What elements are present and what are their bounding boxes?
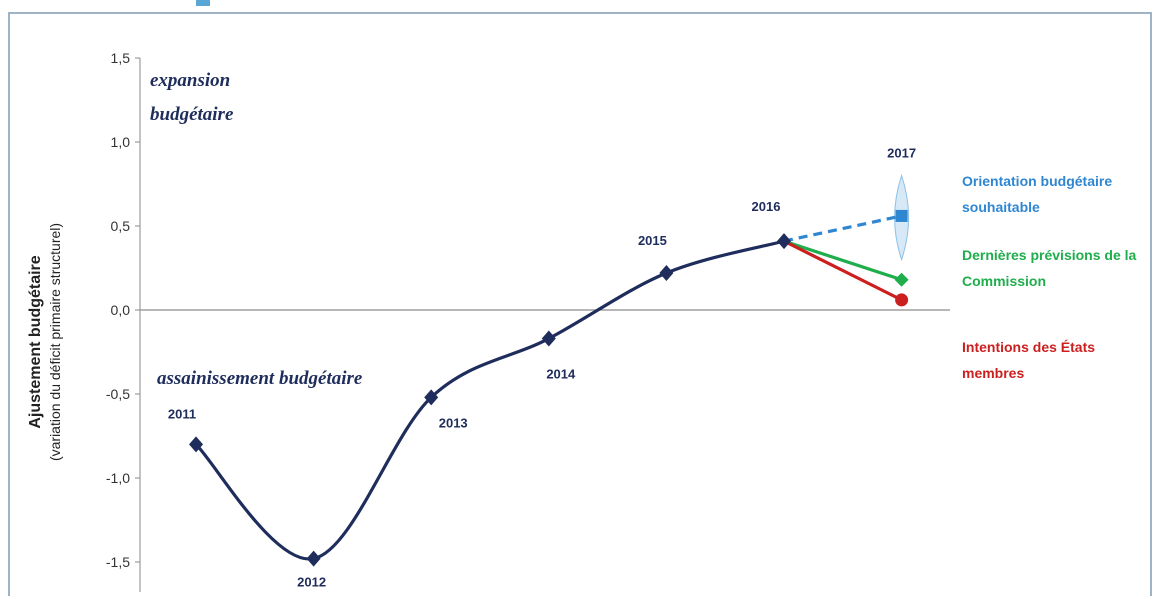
year-label-2011: 2011 (168, 406, 196, 421)
frame-accent (196, 0, 210, 6)
year-label-2017: 2017 (887, 146, 916, 161)
y-tick-label: 1,5 (111, 50, 131, 66)
legend-label-2-1: membres (962, 365, 1024, 381)
year-label-2013: 2013 (439, 415, 468, 430)
y-tick-label: 0,5 (111, 218, 131, 234)
projection-marker-2 (895, 293, 909, 307)
chart-frame (8, 12, 1152, 596)
y-tick-label: -1,0 (106, 470, 130, 486)
annotation-expansion-line2: budgétaire (150, 104, 234, 125)
projection-line-0 (783, 214, 902, 243)
legend-label-1-0: Dernières prévisions de la (962, 247, 1137, 263)
data-point-2012 (306, 550, 321, 567)
y-tick-label: -0,5 (106, 386, 130, 402)
legend-label-1-1: Commission (962, 273, 1046, 289)
y-tick-label: 0,0 (111, 302, 131, 318)
data-point-2014 (541, 330, 556, 347)
annotation-expansion-line1: expansion (150, 70, 230, 91)
projection-line-1 (783, 239, 903, 282)
year-label-2012: 2012 (297, 575, 326, 590)
projection-marker-0 (895, 209, 908, 222)
data-point-2011 (189, 436, 203, 453)
projection-marker-1 (894, 272, 909, 287)
legend-label-0-1: souhaitable (962, 199, 1040, 215)
y-tick-label: -1,5 (106, 554, 130, 570)
data-point-2013 (424, 389, 439, 406)
year-label-2016: 2016 (752, 199, 781, 214)
legend-label-0-0: Orientation budgétaire (962, 173, 1112, 189)
year-label-2015: 2015 (638, 233, 667, 248)
series-line-historical (194, 239, 785, 561)
data-point-2016 (777, 233, 791, 250)
year-label-2014: 2014 (546, 367, 576, 382)
projection-line-2 (783, 239, 903, 302)
data-point-2015 (659, 265, 674, 282)
annotation-consolidation: assainissement budgétaire (157, 368, 363, 389)
y-axis-title: Ajustement budgétaire (27, 255, 44, 428)
y-tick-label: 1,0 (111, 134, 131, 150)
y-axis-subtitle: (variation du déficit primaire structure… (47, 223, 63, 461)
legend-label-2-0: Intentions des États (962, 339, 1095, 355)
